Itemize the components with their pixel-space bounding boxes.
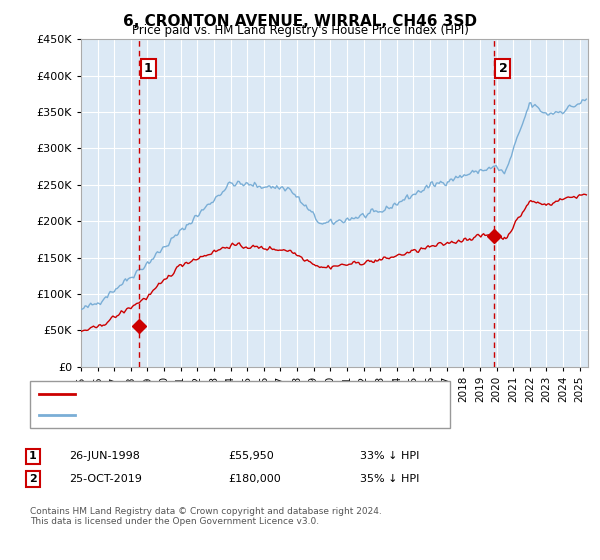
Text: 2: 2 [499,62,508,75]
Text: 6, CRONTON AVENUE, WIRRAL, CH46 3SD: 6, CRONTON AVENUE, WIRRAL, CH46 3SD [123,14,477,29]
Text: HPI: Average price, detached house, Wirral: HPI: Average price, detached house, Wirr… [81,410,320,420]
Text: 2: 2 [29,474,37,484]
Text: 1: 1 [29,451,37,461]
Text: 35% ↓ HPI: 35% ↓ HPI [360,474,419,484]
Text: 6, CRONTON AVENUE, WIRRAL, CH46 3SD (detached house): 6, CRONTON AVENUE, WIRRAL, CH46 3SD (det… [81,389,415,399]
Text: 25-OCT-2019: 25-OCT-2019 [69,474,142,484]
Text: Price paid vs. HM Land Registry's House Price Index (HPI): Price paid vs. HM Land Registry's House … [131,24,469,37]
Text: £180,000: £180,000 [228,474,281,484]
Text: 33% ↓ HPI: 33% ↓ HPI [360,451,419,461]
Text: £55,950: £55,950 [228,451,274,461]
Text: 26-JUN-1998: 26-JUN-1998 [69,451,140,461]
Text: 1: 1 [144,62,153,75]
Text: Contains HM Land Registry data © Crown copyright and database right 2024.
This d: Contains HM Land Registry data © Crown c… [30,507,382,526]
